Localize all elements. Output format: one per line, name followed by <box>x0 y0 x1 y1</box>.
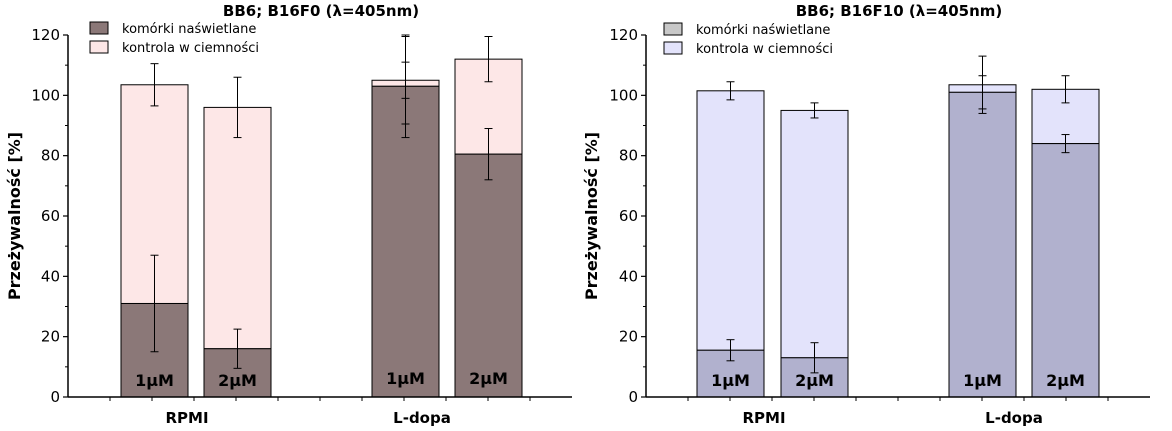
legend-label: komórki naświetlane <box>122 22 256 37</box>
bar-label: 1μM <box>711 371 750 390</box>
error-bar-control <box>233 76 242 139</box>
y-axis-label: Przeżywalność [%] <box>5 132 24 300</box>
legend-swatch <box>89 21 109 35</box>
y-tick-label: 100 <box>31 86 60 104</box>
x-category-label: RPMI <box>742 409 785 427</box>
chart-title: BB6; B16F10 (λ=405nm) <box>796 2 1003 20</box>
bar-label: 2μM <box>795 371 834 390</box>
legend-swatch <box>663 22 683 36</box>
y-tick-label: 60 <box>41 207 60 225</box>
chart-panel-2: BB6; B16F10 (λ=405nm) Przeżywalność [%] 1μ… <box>582 2 1150 427</box>
error-bar-irradiated <box>1061 134 1070 154</box>
y-tick-label: 120 <box>31 26 60 44</box>
y-tick-label: 40 <box>41 267 60 285</box>
x-category-label: RPMI <box>165 409 208 427</box>
legend: komórki naświetlane kontrola w ciemności <box>663 22 833 57</box>
y-tick-label: 80 <box>41 147 60 165</box>
error-bar-extra <box>401 61 410 99</box>
chart-title: BB6; B16F0 (λ=405nm) <box>223 2 419 20</box>
error-bar-irradiated <box>726 339 735 362</box>
bar-label: 1μM <box>386 369 425 388</box>
bar-label: 2μM <box>1046 371 1085 390</box>
error-bar-control <box>810 102 819 119</box>
bar-label: 1μM <box>963 371 1002 390</box>
bar-segment-irradiated <box>948 91 1017 398</box>
legend: komórki naświetlane kontrola w ciemności <box>89 21 259 56</box>
bar-label: 2μM <box>469 369 508 388</box>
bar-segment-control <box>203 106 272 350</box>
bar-segment-control <box>780 109 849 359</box>
error-bar-irradiated <box>810 342 819 374</box>
bar-label: 1μM <box>135 371 174 390</box>
legend-label: kontrola w ciemności <box>696 42 833 57</box>
y-tick-label: 120 <box>609 26 638 44</box>
x-category-label: L-dopa <box>985 409 1043 427</box>
bar-segment-irradiated <box>1031 143 1100 398</box>
legend-label: komórki naświetlane <box>696 23 830 38</box>
error-bar-control <box>726 81 735 101</box>
y-tick-label: 40 <box>619 267 638 285</box>
legend-swatch <box>663 41 683 55</box>
y-tick-label: 100 <box>609 86 638 104</box>
error-bar-control <box>484 36 493 83</box>
legend-label: kontrola w ciemności <box>122 41 259 56</box>
y-axis-label: Przeżywalność [%] <box>582 132 601 300</box>
y-tick-label: 20 <box>619 328 638 346</box>
bar-label: 2μM <box>218 371 257 390</box>
bar-segment-irradiated <box>454 153 523 398</box>
error-bar-control <box>1061 75 1070 104</box>
error-bar-irradiated <box>484 128 493 181</box>
y-tick-label: 60 <box>619 207 638 225</box>
chart-panel-1: BB6; B16F0 (λ=405nm) Przeżywalność [%] 1μM… <box>5 2 572 427</box>
bar-segment-control <box>696 90 765 351</box>
legend-swatch <box>89 40 109 54</box>
error-bar-irradiated <box>233 328 242 369</box>
error-bar-control <box>978 55 987 114</box>
y-tick-label: 0 <box>628 388 638 406</box>
x-category-label: L-dopa <box>393 409 451 427</box>
bar-segment-irradiated <box>371 85 440 398</box>
error-bar-irradiated <box>150 254 159 353</box>
y-tick-label: 20 <box>41 328 60 346</box>
y-tick-label: 0 <box>50 388 60 406</box>
error-bar-control <box>150 63 159 107</box>
y-tick-label: 80 <box>619 147 638 165</box>
